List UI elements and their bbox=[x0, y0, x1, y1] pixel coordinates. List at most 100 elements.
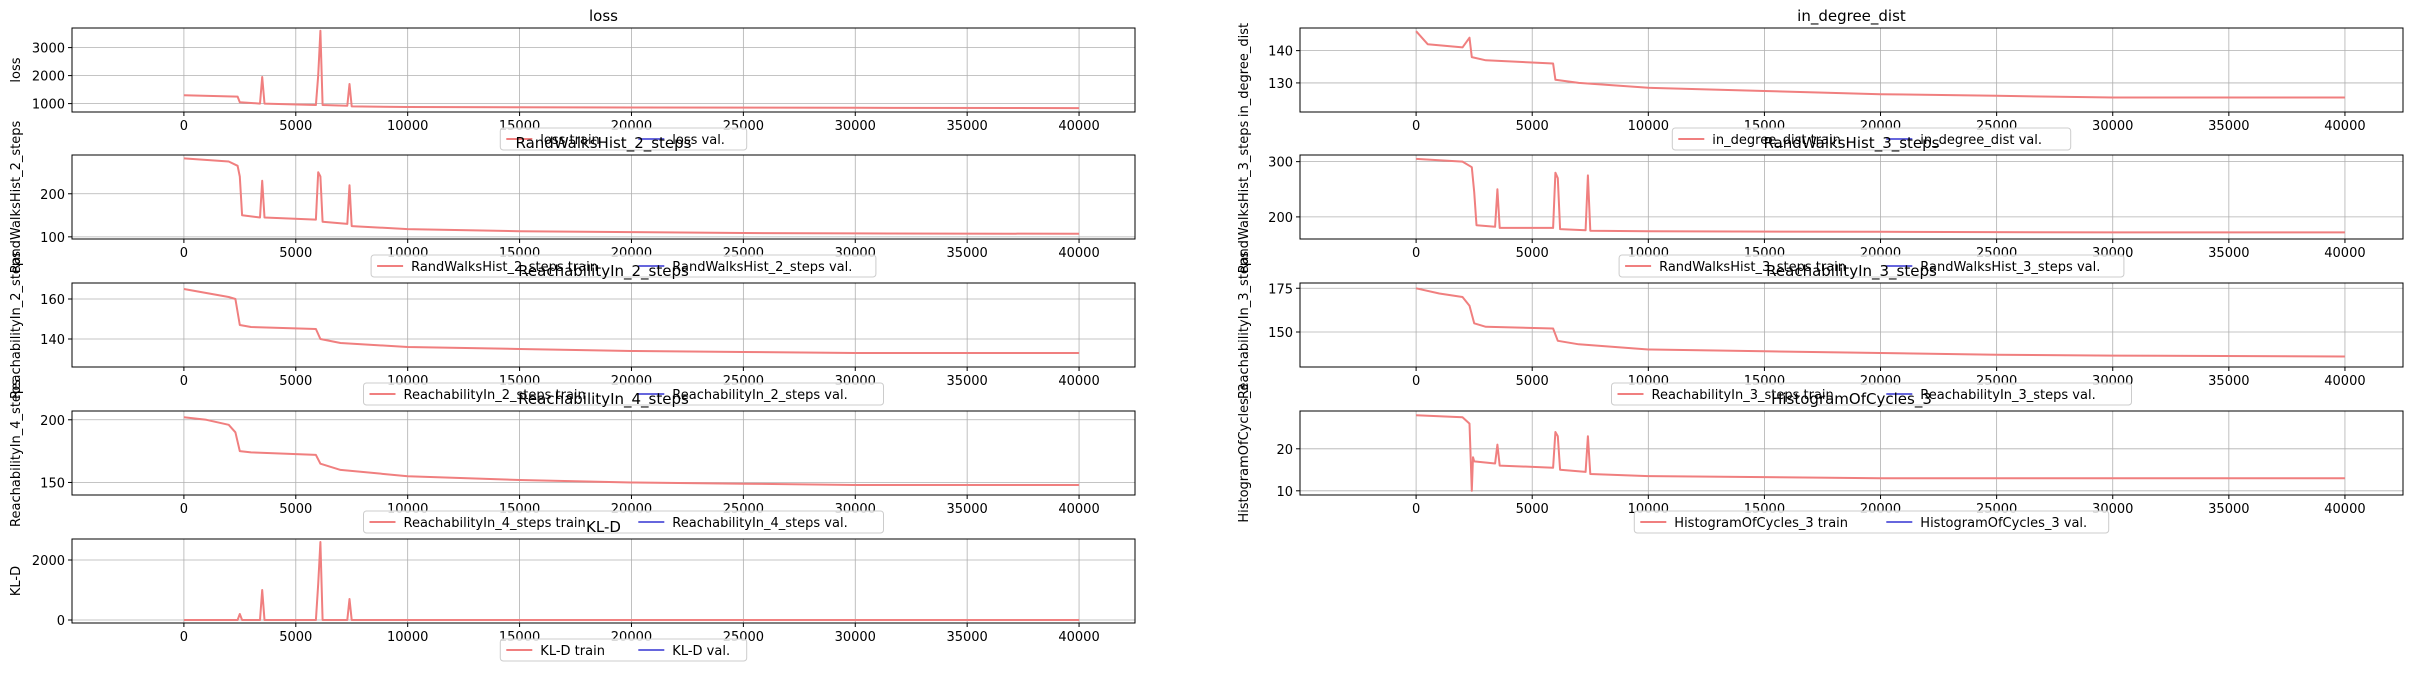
series-line-train bbox=[183, 29, 1080, 110]
x-tick-label: 10000 bbox=[387, 630, 428, 645]
chart-title: RandWalksHist_3_steps bbox=[1764, 134, 1940, 153]
x-tick-label: 5000 bbox=[279, 119, 312, 134]
x-tick-label: 35000 bbox=[946, 119, 987, 134]
legend-box bbox=[1633, 510, 2110, 534]
legend-entry: in_degree_dist val. bbox=[1920, 133, 2042, 148]
x-tick-label: 0 bbox=[180, 374, 188, 389]
x-tick-label: 0 bbox=[180, 502, 188, 517]
legend-entry: KL-D train bbox=[540, 644, 605, 659]
legend-box bbox=[370, 254, 877, 278]
y-tick-label: 160 bbox=[40, 293, 65, 308]
axes-frame bbox=[71, 410, 1136, 496]
x-tick-label: 35000 bbox=[946, 246, 987, 261]
chart-reach4: 0 5000 10000 15000 20000 25000 30000 35000 40000… bbox=[9, 379, 1136, 534]
x-tick-label: 30000 bbox=[835, 119, 876, 134]
legend-entry: in_degree_dist train bbox=[1712, 133, 1841, 148]
legend-entry: HistogramOfCycles_3 train bbox=[1674, 516, 1848, 531]
y-tick-label: 175 bbox=[1268, 282, 1293, 297]
series-line-train bbox=[183, 541, 1080, 621]
y-axis-label: loss bbox=[9, 57, 24, 82]
chart-title: ReachabilityIn_3_steps bbox=[1766, 262, 1937, 281]
legend-entry: loss val. bbox=[672, 133, 725, 148]
legend-box bbox=[1611, 382, 2132, 406]
y-tick-label: 200 bbox=[1268, 211, 1293, 226]
x-tick-label: 0 bbox=[1412, 502, 1420, 517]
x-tick-label: 35000 bbox=[946, 374, 987, 389]
x-tick-label: 35000 bbox=[2208, 119, 2249, 134]
x-tick-label: 30000 bbox=[835, 630, 876, 645]
chart-title: RandWalksHist_2_steps bbox=[516, 134, 692, 153]
y-tick-label: 20 bbox=[1276, 443, 1293, 458]
series-line-train bbox=[1416, 414, 2345, 492]
series-line-train bbox=[1415, 30, 2345, 99]
x-tick-label: 40000 bbox=[2324, 119, 2365, 134]
legend-entry: HistogramOfCycles_3 val. bbox=[1920, 516, 2087, 531]
x-tick-label: 40000 bbox=[1058, 502, 1099, 517]
legend-entry: RandWalksHist_3_steps train bbox=[1659, 260, 1846, 275]
y-tick-label: 200 bbox=[40, 414, 65, 429]
chart-kld: 0 5000 10000 15000 20000 25000 30000 35000 40000… bbox=[9, 518, 1136, 662]
y-tick-label: 0 bbox=[57, 614, 65, 629]
y-tick-label: 140 bbox=[1268, 45, 1293, 60]
x-tick-label: 40000 bbox=[1058, 630, 1099, 645]
y-axis-label: KL-D bbox=[9, 566, 24, 596]
x-tick-label: 40000 bbox=[1058, 374, 1099, 389]
legend-entry: ReachabilityIn_2_steps train bbox=[404, 388, 586, 403]
legend-entry: RandWalksHist_2_steps train bbox=[411, 260, 598, 275]
x-tick-label: 35000 bbox=[2208, 246, 2249, 261]
x-tick-label: 0 bbox=[180, 246, 188, 261]
x-tick-label: 35000 bbox=[946, 630, 987, 645]
y-tick-label: 150 bbox=[40, 476, 65, 491]
x-tick-label: 0 bbox=[180, 119, 188, 134]
chart-rw2: 0 5000 10000 15000 20000 25000 30000 35000 40000… bbox=[9, 121, 1136, 278]
x-tick-label: 10000 bbox=[1628, 119, 1669, 134]
y-axis-label: RandWalksHist_3_steps bbox=[1237, 121, 1252, 274]
x-tick-label: 5000 bbox=[279, 246, 312, 261]
x-tick-label: 0 bbox=[180, 630, 188, 645]
x-tick-label: 40000 bbox=[2324, 246, 2365, 261]
y-tick-label: 150 bbox=[1268, 326, 1293, 341]
x-tick-label: 35000 bbox=[946, 502, 987, 517]
legend-box bbox=[363, 382, 884, 406]
x-tick-label: 40000 bbox=[1058, 246, 1099, 261]
chart-title: HistogramOfCycles_3 bbox=[1771, 390, 1932, 409]
series-line-train bbox=[1416, 157, 2345, 234]
series-line-train bbox=[1415, 287, 2345, 358]
legend-entry: RandWalksHist_2_steps val. bbox=[672, 260, 852, 275]
legend-box bbox=[363, 510, 884, 534]
series-line-train bbox=[183, 288, 1080, 354]
x-tick-label: 5000 bbox=[1516, 374, 1549, 389]
y-tick-label: 200 bbox=[40, 188, 65, 203]
axes-frame bbox=[71, 27, 1136, 113]
axes-frame bbox=[71, 282, 1136, 368]
chart-cycles3: 0 5000 10000 15000 20000 25000 30000 35000 40000… bbox=[1237, 383, 2404, 534]
chart-reach3: 0 5000 10000 15000 20000 25000 30000 35000 40000… bbox=[1237, 251, 2404, 406]
x-tick-label: 0 bbox=[1412, 119, 1420, 134]
axes-frame bbox=[71, 538, 1136, 624]
axes-frame bbox=[1299, 154, 2404, 240]
series-line-train bbox=[183, 157, 1080, 235]
legend-box bbox=[499, 127, 748, 151]
chart-title: ReachabilityIn_4_steps bbox=[518, 390, 689, 409]
chart-title: ReachabilityIn_2_steps bbox=[518, 262, 689, 281]
x-tick-label: 40000 bbox=[1058, 119, 1099, 134]
y-tick-label: 140 bbox=[40, 333, 65, 348]
y-axis-label: RandWalksHist_2_steps bbox=[9, 121, 24, 274]
legend-box bbox=[1671, 127, 2072, 151]
axes-frame bbox=[1299, 410, 2404, 496]
y-axis-label: in_degree_dist bbox=[1237, 23, 1252, 117]
axes-frame bbox=[1299, 282, 2404, 368]
y-axis-label: ReachabilityIn_2_steps bbox=[9, 251, 24, 399]
x-tick-label: 30000 bbox=[2092, 119, 2133, 134]
y-tick-label: 10 bbox=[1276, 485, 1293, 500]
x-tick-label: 40000 bbox=[2324, 374, 2365, 389]
y-axis-label: HistogramOfCycles_3 bbox=[1237, 383, 1252, 522]
legend-box bbox=[499, 638, 748, 662]
x-tick-label: 5000 bbox=[279, 630, 312, 645]
x-tick-label: 5000 bbox=[1516, 502, 1549, 517]
x-tick-label: 40000 bbox=[2324, 502, 2365, 517]
chart-title: in_degree_dist bbox=[1797, 7, 1906, 26]
axes-frame bbox=[1299, 27, 2404, 113]
x-tick-label: 35000 bbox=[2208, 502, 2249, 517]
